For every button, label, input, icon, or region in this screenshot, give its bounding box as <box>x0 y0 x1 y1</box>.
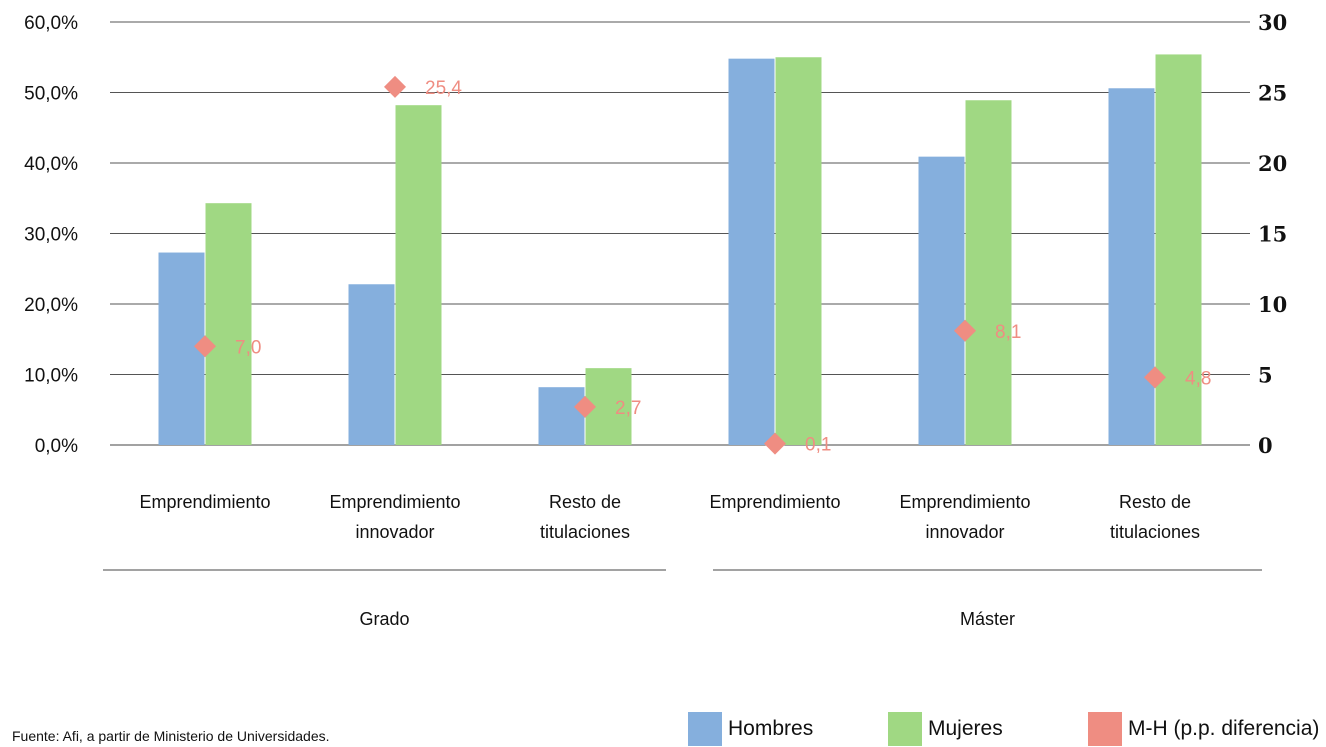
y-right-tick-label: 10 <box>1258 292 1287 317</box>
y-axis-right: 0 5 10 15 20 25 30 <box>1258 10 1287 458</box>
legend-label-hombres: Hombres <box>728 717 814 740</box>
y-right-tick-label: 30 <box>1258 10 1287 35</box>
legend-swatch-diferencia <box>1088 712 1122 746</box>
bar-hombres <box>1108 88 1155 446</box>
y-right-tick-label: 5 <box>1258 363 1273 388</box>
legend-item-mujeres: Mujeres <box>888 712 1088 746</box>
difference-marker <box>194 335 216 358</box>
bar-hombres <box>918 156 965 445</box>
difference-marker <box>764 432 786 455</box>
y-left-tick-label: 40,0% <box>24 154 78 175</box>
bar-hombres <box>348 284 395 445</box>
source-note: Fuente: Afi, a partir de Ministerio de U… <box>12 728 330 744</box>
legend-swatch-mujeres <box>888 712 922 746</box>
bar-mujeres <box>775 57 822 445</box>
difference-data-label: 25,4 <box>425 78 462 99</box>
category-label: Emprendimiento <box>709 492 840 512</box>
y-left-tick-label: 0,0% <box>35 436 78 457</box>
category-label: innovador <box>355 522 434 542</box>
group-label: Grado <box>359 609 409 629</box>
difference-data-label: 0,1 <box>805 435 831 456</box>
legend: Hombres Mujeres M-H (p.p. diferencia) <box>688 712 1319 746</box>
gridlines <box>110 21 1250 446</box>
difference-marker <box>954 319 976 342</box>
y-right-tick-label: 0 <box>1258 433 1273 458</box>
group-label: Máster <box>960 609 1015 629</box>
difference-markers: 7,0 25,4 2,7 0,1 8,1 4,8 <box>194 75 1211 456</box>
y-right-tick-label: 25 <box>1258 81 1287 106</box>
category-label: Resto de <box>549 492 621 512</box>
difference-data-label: 4,8 <box>1185 368 1211 389</box>
y-axis-left: 0,0% 10,0% 20,0% 30,0% 40,0% 50,0% 60,0% <box>24 13 78 457</box>
legend-item-diferencia: M-H (p.p. diferencia) <box>1088 712 1319 746</box>
x-axis-groups: Grado Máster <box>103 569 1262 629</box>
category-label: Emprendimiento <box>899 492 1030 512</box>
difference-data-label: 7,0 <box>235 337 261 358</box>
bar-mujeres <box>965 100 1012 445</box>
legend-label-mujeres: Mujeres <box>928 717 1003 740</box>
bar-hombres <box>728 58 775 445</box>
y-left-tick-label: 30,0% <box>24 225 78 246</box>
legend-label-diferencia: M-H (p.p. diferencia) <box>1128 717 1320 740</box>
difference-data-label: 2,7 <box>615 398 641 419</box>
bar-mujeres <box>395 105 442 445</box>
chart: 7,0 25,4 2,7 0,1 8,1 4,8 0,0% 10,0% 20,0% 30,0% 4… <box>24 10 1287 629</box>
difference-marker <box>384 75 406 98</box>
bar-mujeres <box>205 203 252 445</box>
y-right-tick-label: 20 <box>1258 151 1287 176</box>
y-left-tick-label: 20,0% <box>24 295 78 316</box>
category-label: titulaciones <box>540 522 630 542</box>
bars <box>158 54 1202 446</box>
difference-marker <box>574 395 596 418</box>
y-left-tick-label: 50,0% <box>24 84 78 105</box>
category-label: titulaciones <box>1110 522 1200 542</box>
category-label: Resto de <box>1119 492 1191 512</box>
legend-swatch-hombres <box>688 712 722 746</box>
category-label: Emprendimiento <box>139 492 270 512</box>
y-left-tick-label: 10,0% <box>24 366 78 387</box>
bar-hombres <box>538 387 585 445</box>
difference-marker <box>1144 366 1166 389</box>
category-label: innovador <box>925 522 1004 542</box>
difference-data-label: 8,1 <box>995 322 1021 343</box>
y-right-tick-label: 15 <box>1258 222 1287 247</box>
category-label: Emprendimiento <box>329 492 460 512</box>
x-axis-categories: Emprendimiento Emprendimiento innovador Res… <box>139 492 1200 542</box>
legend-item-hombres: Hombres <box>688 712 888 746</box>
y-left-tick-label: 60,0% <box>24 13 78 34</box>
